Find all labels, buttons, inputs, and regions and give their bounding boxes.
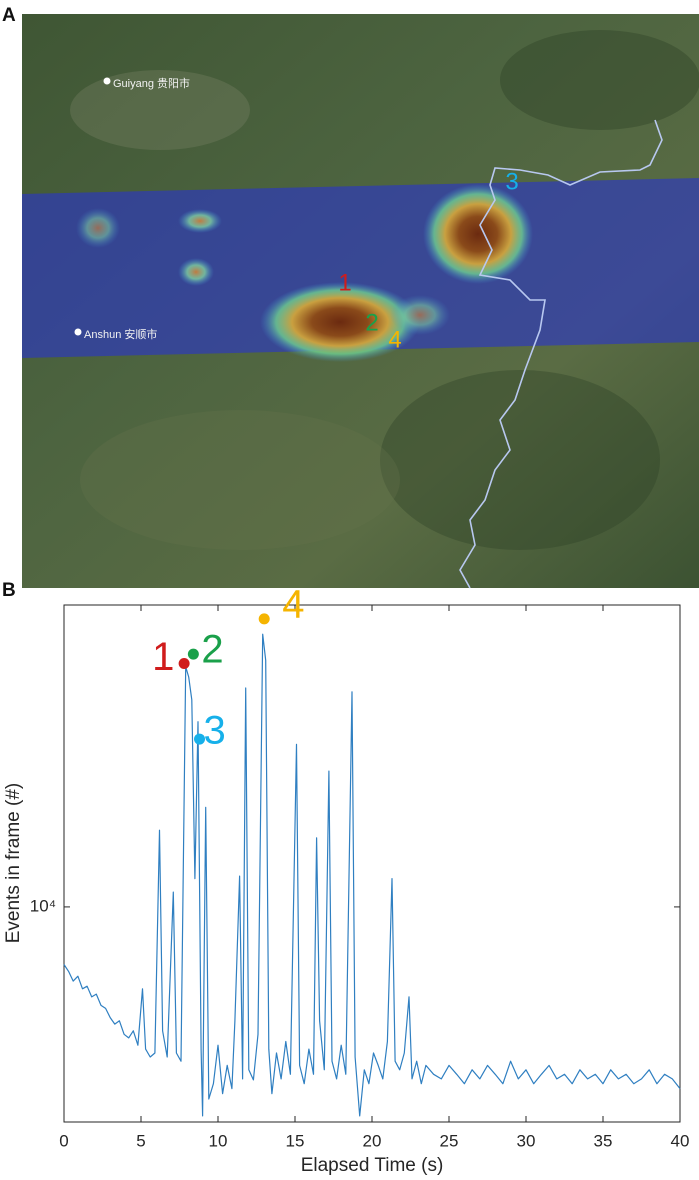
x-tick-label: 0	[59, 1131, 68, 1150]
plot-frame	[63, 604, 681, 1123]
map-event-label: 1	[338, 269, 351, 296]
event-label: 3	[204, 709, 226, 753]
event-marker	[187, 648, 199, 660]
place-label: Anshun 安顺市	[84, 327, 157, 341]
data-line	[63, 633, 681, 1117]
satellite-map: Guiyang 贵阳市 Anshun 安顺市 12 3 4	[22, 14, 699, 589]
place-label: Guiyang 贵阳市	[113, 76, 190, 90]
event-marker	[258, 613, 270, 625]
x-tick-label: 15	[286, 1131, 305, 1150]
map-event-label: 2	[365, 309, 378, 336]
y-axis-label: Events in frame (#)	[3, 783, 24, 944]
x-tick-label: 5	[136, 1131, 145, 1150]
event-label: 1	[152, 635, 174, 679]
x-tick-label: 40	[671, 1131, 690, 1150]
event-label: 4	[282, 582, 304, 626]
map-event-label: 3	[505, 168, 518, 195]
panel-label: B	[2, 580, 16, 601]
event-marker	[178, 658, 190, 670]
event-marker	[194, 733, 206, 745]
event-label: 2	[201, 628, 223, 672]
map-event-label: 4	[388, 326, 401, 353]
x-tick-label: 20	[363, 1131, 382, 1150]
y-tick-label: 10⁴	[30, 896, 56, 915]
x-tick-label: 10	[209, 1131, 228, 1150]
x-tick-label: 25	[440, 1131, 459, 1150]
x-tick-label: 35	[594, 1131, 613, 1150]
panel-label: A	[2, 5, 16, 26]
x-axis-label: Elapsed Time (s)	[301, 1155, 444, 1176]
x-tick-label: 30	[517, 1131, 536, 1150]
